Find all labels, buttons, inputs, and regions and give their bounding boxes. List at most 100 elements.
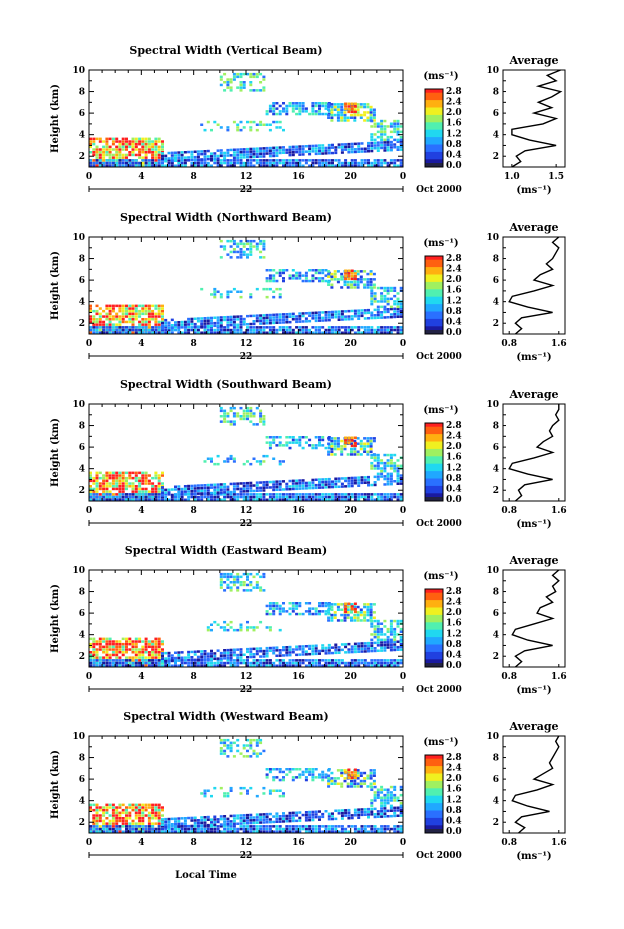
heatmap-cell xyxy=(321,149,325,153)
heatmap-cell xyxy=(272,457,276,460)
heatmap-cell xyxy=(353,272,357,275)
profile-y-tick-label: 4 xyxy=(493,465,499,475)
heatmap-cell xyxy=(167,164,171,167)
heatmap-cell xyxy=(353,648,357,651)
heatmap-cell xyxy=(370,292,374,295)
colorbar-tick-label: 1.2 xyxy=(446,629,462,639)
heatmap-cell xyxy=(236,161,240,165)
heatmap-cell xyxy=(298,148,302,151)
heatmap-cell xyxy=(134,490,138,493)
heatmap-cell xyxy=(249,664,253,667)
colorbar-segment xyxy=(425,445,443,448)
heatmap-cell xyxy=(386,135,390,139)
heatmap-cell xyxy=(141,645,145,649)
heatmap-cell xyxy=(177,164,181,167)
heatmap-cell xyxy=(295,438,299,442)
heatmap-cell xyxy=(232,75,236,79)
heatmap-cell xyxy=(255,484,259,487)
heatmap-cell xyxy=(396,661,400,665)
heatmap-cell xyxy=(236,589,240,592)
heatmap-cell xyxy=(399,161,403,165)
colorbar-segment xyxy=(425,437,443,441)
heatmap-cell xyxy=(216,149,220,152)
heatmap-cell xyxy=(288,493,292,496)
heatmap-cell xyxy=(187,156,191,159)
heatmap-cell xyxy=(337,159,341,162)
heatmap-cell xyxy=(249,484,253,487)
heatmap-cell xyxy=(272,269,276,272)
heatmap-cell xyxy=(353,453,357,456)
heatmap-cell xyxy=(337,161,341,165)
heatmap-cell xyxy=(180,661,184,665)
heatmap-cell xyxy=(111,315,115,318)
heatmap-cell xyxy=(278,318,282,322)
colorbar-segment xyxy=(425,426,443,429)
heatmap-cell xyxy=(229,78,233,81)
heatmap-cell xyxy=(161,159,164,162)
heatmap-cell xyxy=(340,331,344,334)
heatmap-cell xyxy=(157,493,161,496)
heatmap-cell xyxy=(324,319,328,322)
heatmap-cell xyxy=(105,304,109,308)
heatmap-cell xyxy=(223,491,227,494)
heatmap-cell xyxy=(376,495,380,499)
heatmap-cell xyxy=(386,493,390,496)
heatmap-cell xyxy=(330,619,334,622)
heatmap-cell xyxy=(333,611,337,614)
heatmap-cell xyxy=(236,250,240,254)
heatmap-cell xyxy=(118,148,122,151)
heatmap-cell xyxy=(370,314,374,317)
heatmap-cell xyxy=(164,160,168,163)
heatmap-cell xyxy=(344,102,348,105)
y-axis-label: Height (km) xyxy=(50,418,61,487)
heatmap-cell xyxy=(340,116,344,119)
heatmap-cell xyxy=(301,107,305,110)
heatmap-cell xyxy=(366,605,370,609)
heatmap-cell xyxy=(174,498,177,501)
heatmap-cell xyxy=(327,659,331,662)
heatmap-cell xyxy=(353,286,357,289)
heatmap-cell xyxy=(295,484,299,488)
heatmap-cell xyxy=(232,148,236,151)
heatmap-cell xyxy=(111,827,115,831)
heatmap-cell xyxy=(219,154,223,158)
heatmap-cell xyxy=(111,493,115,496)
heatmap-cell xyxy=(164,488,168,492)
heatmap-cell xyxy=(340,310,344,313)
heatmap-cell xyxy=(242,150,246,154)
heatmap-cells xyxy=(89,72,403,167)
heatmap-cell xyxy=(399,619,403,623)
heatmap-cell xyxy=(95,803,99,807)
heatmap-cell xyxy=(331,164,334,167)
heatmap-cell xyxy=(170,161,174,165)
heatmap-cell xyxy=(121,487,125,491)
heatmap-cell xyxy=(187,325,191,329)
heatmap-cell xyxy=(353,159,357,162)
heatmap-cell xyxy=(102,814,106,817)
heatmap-cell xyxy=(134,312,138,316)
heatmap-cell xyxy=(327,108,331,111)
heatmap-cell xyxy=(265,149,269,153)
heatmap-cell xyxy=(121,161,125,165)
profile-title: Average xyxy=(508,388,558,401)
heatmap-cell xyxy=(268,602,272,605)
heatmap-cell xyxy=(363,119,367,122)
heatmap-cell xyxy=(111,817,115,820)
heatmap-cell xyxy=(154,304,158,308)
heatmap-cell xyxy=(161,830,164,833)
heatmap-cell xyxy=(95,664,99,667)
heatmap-cell xyxy=(121,645,125,649)
heatmap-cell xyxy=(311,481,315,484)
heatmap-cell xyxy=(255,647,259,650)
heatmap-cell xyxy=(236,256,240,259)
heatmap-cell xyxy=(118,153,122,157)
colorbar-tick-label: 1.2 xyxy=(446,463,462,473)
heatmap-cell xyxy=(174,659,177,662)
heatmap-cell xyxy=(89,140,92,143)
colorbar-tick-label: 0.4 xyxy=(446,150,462,160)
heatmap-cell xyxy=(272,146,276,150)
heatmap-cell xyxy=(311,444,315,447)
heatmap-cell xyxy=(356,283,360,286)
heatmap-cell xyxy=(226,78,230,81)
heatmap-cell xyxy=(177,321,181,324)
